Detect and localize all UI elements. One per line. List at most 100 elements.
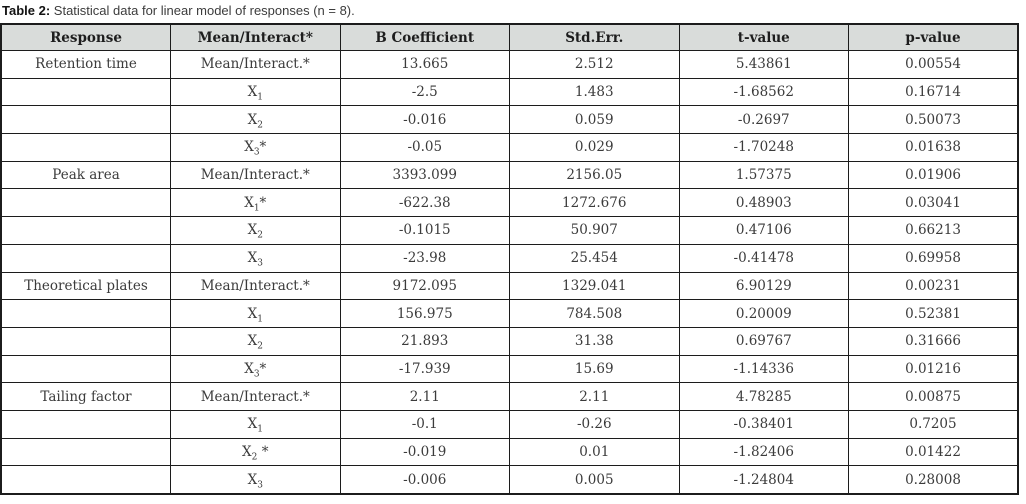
factor-base: X (242, 443, 252, 460)
table-body: Retention time Mean/Interact.* 13.665 2.512… (0, 50, 1019, 495)
cell-response (0, 243, 171, 273)
cell-factor: Mean/Interact.* (170, 382, 341, 411)
cell-t-value: -1.24804 (678, 465, 849, 495)
factor-suffix: * (259, 139, 267, 156)
cell-factor: X1 (170, 77, 341, 107)
cell-std-err: 0.005 (509, 465, 680, 495)
cell-p-value: 0.69958 (848, 243, 1019, 273)
cell-t-value: 6.90129 (678, 271, 849, 301)
cell-p-value: 0.66213 (848, 216, 1019, 245)
cell-std-err: 2.512 (509, 50, 680, 79)
factor-suffix: * (257, 443, 269, 460)
column-header-b-coefficient: B Coefficient (339, 23, 510, 51)
cell-b-coefficient: -2.5 (339, 77, 510, 107)
cell-p-value: 0.7205 (848, 409, 1019, 439)
cell-response (0, 133, 171, 162)
cell-std-err: 0.059 (509, 105, 680, 135)
factor-suffix: * (259, 194, 267, 211)
cell-b-coefficient: -622.38 (339, 188, 510, 218)
cell-p-value: 0.00875 (848, 382, 1019, 411)
cell-p-value: 0.01216 (848, 354, 1019, 384)
cell-response (0, 354, 171, 384)
cell-b-coefficient: 21.893 (339, 326, 510, 356)
cell-p-value: 0.52381 (848, 299, 1019, 328)
factor-subscript: 3 (257, 258, 263, 269)
cell-std-err: 2.11 (509, 382, 680, 411)
factor-base: X (247, 222, 258, 239)
factor-subscript: 2 (251, 452, 258, 463)
cell-factor: X3* (170, 133, 341, 162)
cell-response (0, 188, 171, 218)
cell-factor: X2 * (170, 437, 341, 467)
factor-subscript: 1 (253, 203, 260, 214)
cell-std-err: 1272.676 (509, 188, 680, 218)
factor-base: X (247, 333, 258, 350)
factor-subscript: 2 (257, 341, 263, 352)
cell-factor: X1* (170, 188, 341, 218)
cell-p-value: 0.01638 (848, 133, 1019, 162)
cell-t-value: 0.20009 (678, 299, 849, 328)
cell-p-value: 0.00231 (848, 271, 1019, 301)
cell-response (0, 465, 171, 495)
cell-factor: Mean/Interact.* (170, 160, 341, 190)
table-row: X3* -17.939 15.69 -1.14336 0.01216 (0, 354, 1019, 384)
table-row: Retention time Mean/Interact.* 13.665 2.512… (0, 50, 1019, 79)
table-caption-label: Table 2: (2, 3, 51, 18)
table-row: X1 -0.1 -0.26 -0.38401 0.7205 (0, 409, 1019, 439)
cell-response (0, 105, 171, 135)
cell-factor: X2 (170, 105, 341, 135)
cell-factor: X2 (170, 326, 341, 356)
table-header: Response Mean/Interact* B Coefficient St… (0, 23, 1019, 51)
cell-p-value: 0.50073 (848, 105, 1019, 135)
cell-b-coefficient: -0.1015 (339, 216, 510, 245)
cell-t-value: -1.70248 (678, 133, 849, 162)
cell-b-coefficient: 2.11 (339, 382, 510, 411)
table-row: X2 -0.016 0.059 -0.2697 0.50073 (0, 105, 1019, 135)
factor-base: X (244, 360, 254, 377)
table-row: X3 -0.006 0.005 -1.24804 0.28008 (0, 465, 1019, 495)
cell-b-coefficient: -17.939 (339, 354, 510, 384)
statistics-table: Response Mean/Interact* B Coefficient St… (0, 23, 1019, 495)
factor-base: Mean/Interact.* (200, 167, 310, 184)
cell-b-coefficient: 3393.099 (339, 160, 510, 190)
factor-base: X (247, 111, 258, 128)
cell-factor: X2 (170, 216, 341, 245)
cell-response (0, 216, 171, 245)
column-header-p-value: p-value (848, 23, 1019, 51)
cell-t-value: -0.2697 (678, 105, 849, 135)
cell-factor: X3 (170, 243, 341, 273)
table-row: X1 -2.5 1.483 -1.68562 0.16714 (0, 77, 1019, 107)
table-row: Tailing factor Mean/Interact.* 2.11 2.11 4.7… (0, 382, 1019, 411)
cell-std-err: 25.454 (509, 243, 680, 273)
factor-subscript: 2 (257, 231, 263, 242)
column-header-std-err: Std.Err. (509, 23, 680, 51)
cell-b-coefficient: 9172.095 (339, 271, 510, 301)
cell-t-value: 4.78285 (678, 382, 849, 411)
factor-subscript: 3 (253, 148, 260, 159)
cell-std-err: 1.483 (509, 77, 680, 107)
table-caption: Table 2: Statistical data for linear mod… (0, 0, 1026, 23)
cell-response: Retention time (0, 50, 171, 79)
factor-suffix: * (259, 360, 267, 377)
cell-t-value: -1.82406 (678, 437, 849, 467)
cell-b-coefficient: -0.006 (339, 465, 510, 495)
factor-subscript: 3 (253, 369, 260, 380)
cell-p-value: 0.03041 (848, 188, 1019, 218)
factor-base: X (244, 194, 254, 211)
table-row: X2 21.893 31.38 0.69767 0.31666 (0, 326, 1019, 356)
cell-b-coefficient: -23.98 (339, 243, 510, 273)
cell-factor: X1 (170, 409, 341, 439)
cell-t-value: -1.68562 (678, 77, 849, 107)
table-row: Theoretical plates Mean/Interact.* 9172.09… (0, 271, 1019, 301)
cell-b-coefficient: 13.665 (339, 50, 510, 79)
cell-t-value: 1.57375 (678, 160, 849, 190)
cell-b-coefficient: -0.05 (339, 133, 510, 162)
factor-subscript: 1 (257, 424, 263, 435)
factor-base: Mean/Interact.* (200, 56, 310, 73)
cell-std-err: 50.907 (509, 216, 680, 245)
cell-std-err: 1329.041 (509, 271, 680, 301)
cell-std-err: -0.26 (509, 409, 680, 439)
cell-response: Tailing factor (0, 382, 171, 411)
cell-b-coefficient: -0.1 (339, 409, 510, 439)
factor-subscript: 3 (257, 480, 263, 491)
